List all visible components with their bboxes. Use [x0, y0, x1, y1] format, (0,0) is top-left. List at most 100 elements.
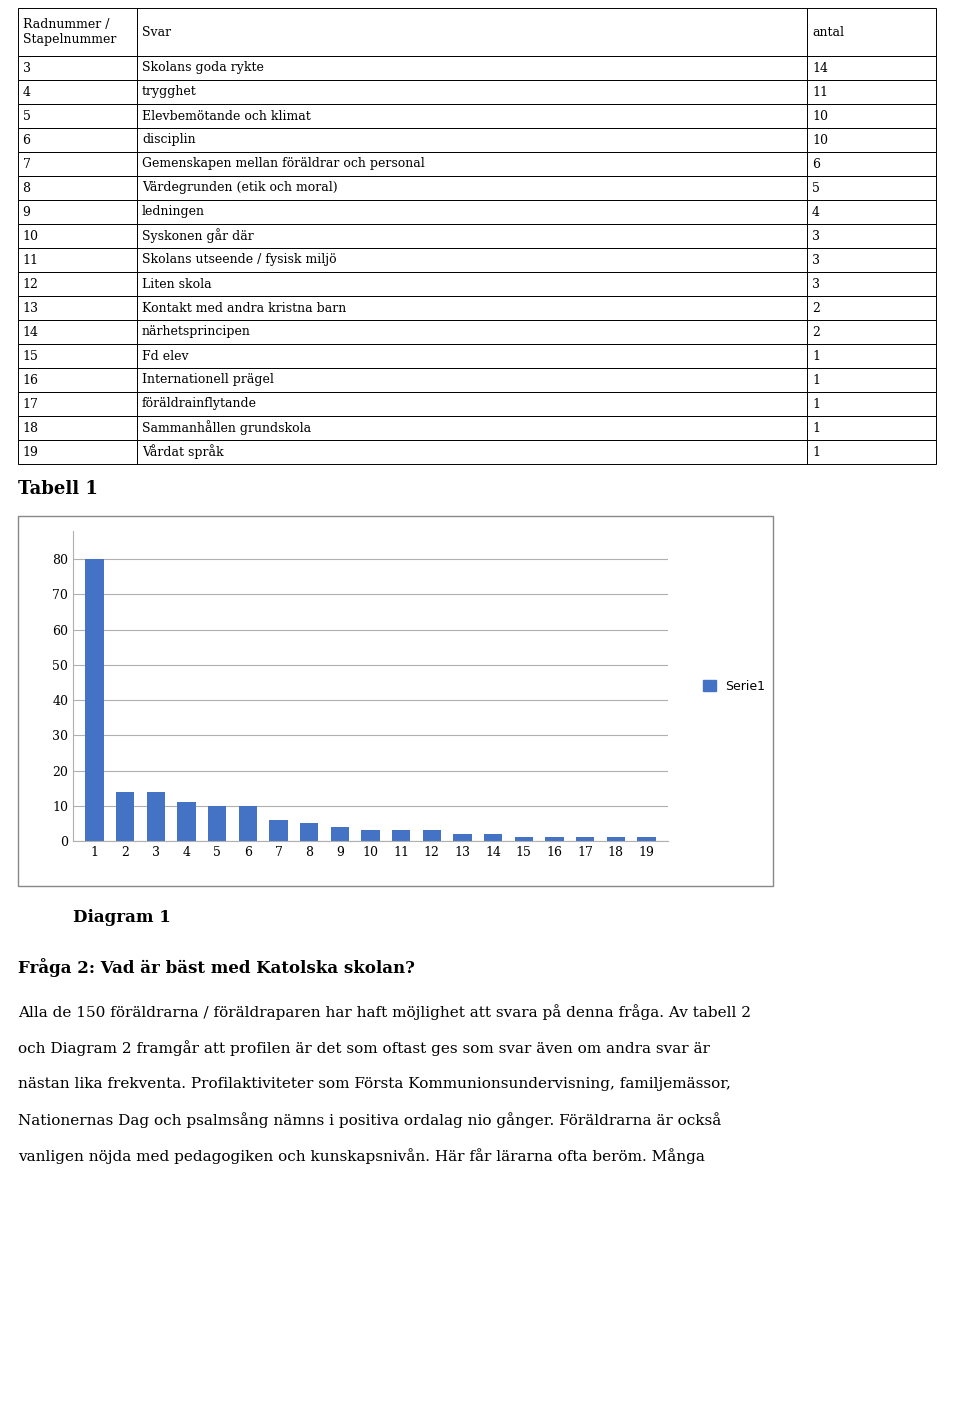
Bar	[18, 224, 137, 248]
Bar	[270, 820, 288, 841]
Text: Syskonen går där: Syskonen går där	[142, 228, 253, 244]
Bar	[18, 320, 137, 344]
Text: Liten skola: Liten skola	[142, 278, 211, 290]
Bar	[137, 296, 807, 320]
Bar	[116, 792, 134, 841]
Bar	[18, 176, 137, 200]
Text: Nationernas Dag och psalmsång nämns i positiva ordalag nio gånger. Föräldrarna ä: Nationernas Dag och psalmsång nämns i po…	[18, 1112, 721, 1129]
Text: 14: 14	[23, 326, 38, 338]
Text: 5: 5	[812, 181, 820, 194]
Bar	[137, 272, 807, 296]
Bar	[300, 823, 319, 841]
Text: Gemenskapen mellan föräldrar och personal: Gemenskapen mellan föräldrar och persona…	[142, 157, 424, 170]
Bar	[807, 296, 936, 320]
Bar	[807, 176, 936, 200]
Bar	[807, 200, 936, 224]
Bar	[137, 176, 807, 200]
Bar	[137, 79, 807, 103]
Bar	[807, 392, 936, 416]
Bar	[515, 837, 533, 841]
Bar	[137, 344, 807, 368]
Text: 3: 3	[812, 278, 820, 290]
Bar	[807, 248, 936, 272]
Text: nästan lika frekventa. Profilaktiviteter som Första Kommunionsundervisning, fami: nästan lika frekventa. Profilaktiviteter…	[18, 1078, 731, 1090]
Text: Diagram 1: Diagram 1	[73, 909, 171, 926]
Text: Fd elev: Fd elev	[142, 350, 188, 362]
Bar	[18, 127, 137, 152]
Text: 6: 6	[23, 133, 31, 146]
Text: Fråga 2: Vad är bäst med Katolska skolan?: Fråga 2: Vad är bäst med Katolska skolan…	[18, 959, 415, 977]
Bar	[807, 224, 936, 248]
Bar	[807, 416, 936, 440]
Bar	[18, 79, 137, 103]
Bar	[137, 368, 807, 392]
Bar	[178, 803, 196, 841]
Text: 4: 4	[812, 205, 820, 218]
Text: 15: 15	[23, 350, 38, 362]
Bar	[330, 827, 349, 841]
Bar	[137, 57, 807, 79]
Text: och Diagram 2 framgår att profilen är det som oftast ges som svar även om andra : och Diagram 2 framgår att profilen är de…	[18, 1041, 709, 1056]
Text: 3: 3	[812, 229, 820, 242]
Bar	[18, 57, 137, 79]
Text: 18: 18	[23, 422, 38, 435]
Text: Värdegrunden (etik och moral): Värdegrunden (etik och moral)	[142, 181, 338, 194]
Text: antal: antal	[812, 25, 844, 38]
Bar	[208, 806, 227, 841]
Bar	[137, 127, 807, 152]
Text: Internationell prägel: Internationell prägel	[142, 374, 274, 387]
Text: disciplin: disciplin	[142, 133, 196, 146]
Text: vanligen nöjda med pedagogiken och kunskapsnivån. Här får lärarna ofta beröm. Må: vanligen nöjda med pedagogiken och kunsk…	[18, 1148, 705, 1164]
Bar	[18, 103, 137, 127]
Bar	[807, 320, 936, 344]
Text: föräldrainflytande: föräldrainflytande	[142, 398, 257, 411]
Bar	[807, 79, 936, 103]
Bar	[137, 320, 807, 344]
Text: 10: 10	[23, 229, 38, 242]
Bar	[484, 834, 502, 841]
Bar	[137, 8, 807, 57]
Bar	[18, 248, 137, 272]
Bar	[18, 392, 137, 416]
Text: 3: 3	[812, 253, 820, 266]
Text: 16: 16	[23, 374, 38, 387]
Text: 8: 8	[23, 181, 31, 194]
Text: 9: 9	[23, 205, 31, 218]
Bar	[807, 8, 936, 57]
Bar	[137, 248, 807, 272]
Bar	[137, 103, 807, 127]
Text: trygghet: trygghet	[142, 85, 197, 99]
Bar	[807, 127, 936, 152]
Text: 1: 1	[812, 422, 820, 435]
Bar	[807, 57, 936, 79]
Bar	[18, 296, 137, 320]
Bar	[18, 8, 137, 57]
Text: 11: 11	[812, 85, 828, 99]
Text: 1: 1	[812, 446, 820, 459]
Bar	[137, 200, 807, 224]
Bar	[18, 368, 137, 392]
Text: Kontakt med andra kristna barn: Kontakt med andra kristna barn	[142, 302, 347, 314]
Bar	[807, 440, 936, 464]
Text: Tabell 1: Tabell 1	[18, 480, 98, 498]
Text: Skolans utseende / fysisk miljö: Skolans utseende / fysisk miljö	[142, 253, 337, 266]
Text: Elevbemötande och klimat: Elevbemötande och klimat	[142, 109, 311, 123]
Bar	[807, 152, 936, 176]
Bar	[807, 344, 936, 368]
Text: närhetsprincipen: närhetsprincipen	[142, 326, 251, 338]
Bar	[545, 837, 564, 841]
Text: 3: 3	[23, 61, 31, 75]
Bar	[137, 152, 807, 176]
Bar	[85, 559, 104, 841]
Bar	[18, 416, 137, 440]
Bar	[137, 392, 807, 416]
Bar	[392, 830, 410, 841]
Bar	[147, 792, 165, 841]
Text: 11: 11	[23, 253, 38, 266]
Text: 10: 10	[812, 133, 828, 146]
Bar	[18, 440, 137, 464]
Bar	[637, 837, 656, 841]
Text: 13: 13	[23, 302, 38, 314]
Text: Sammanhållen grundskola: Sammanhållen grundskola	[142, 421, 311, 436]
Text: 2: 2	[812, 326, 820, 338]
